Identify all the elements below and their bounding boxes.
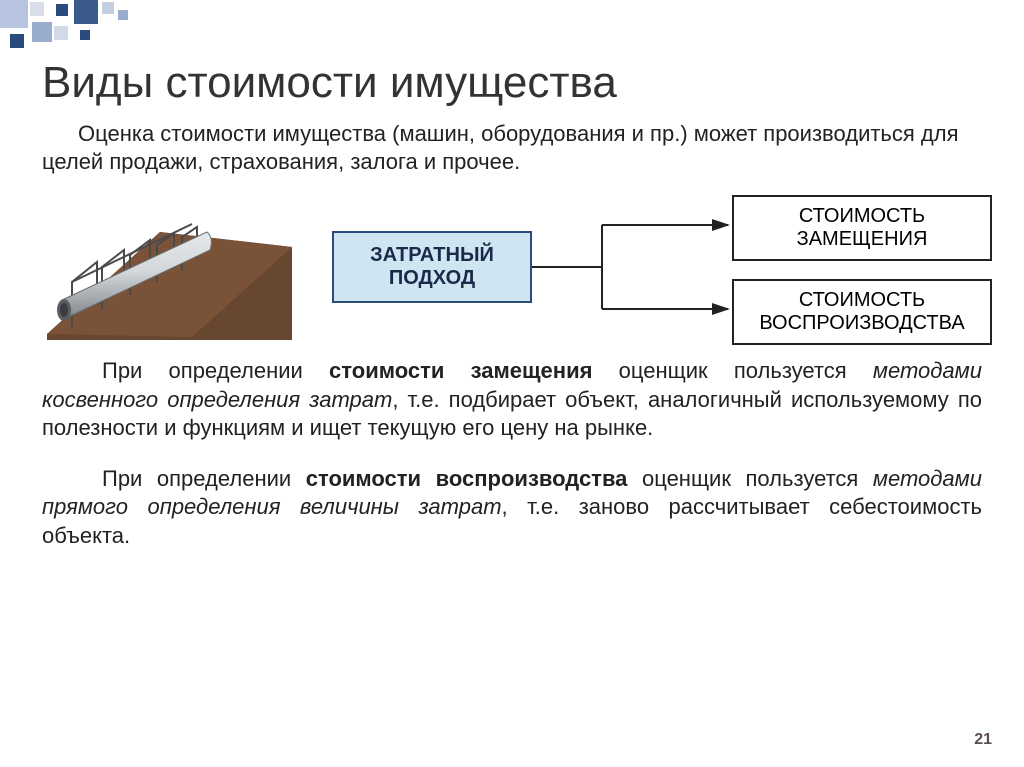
decor-square [80,30,90,40]
page-number: 21 [974,731,992,749]
p2-bold: стоимости воспроизводства [306,466,628,491]
decor-square [10,34,24,48]
p1-text2: оценщик пользуется [592,358,872,383]
intro-paragraph: Оценка стоимости имущества (машин, обору… [42,120,982,175]
decor-square [56,4,68,16]
decor-square [32,22,52,42]
approach-box: ЗАТРАТНЫЙ ПОДХОД [332,231,532,303]
paragraph-replacement: При определении стоимости замещения оцен… [42,357,982,443]
diagram: ЗАТРАТНЫЙ ПОДХОД СТОИМОСТЬ ЗАМЕЩЕНИЯ СТО… [42,187,982,347]
p2-text: При определении [102,466,306,491]
decor-square [74,0,98,24]
paragraph-reproduction: При определении стоимости воспроизводств… [42,465,982,551]
corner-decoration [0,0,200,60]
box-reproduction-cost: СТОИМОСТЬ ВОСПРОИЗВОДСТВА [732,279,992,345]
decor-square [30,2,44,16]
diagram-connectors [532,187,742,347]
p1-bold: стоимости замещения [329,358,592,383]
box-replacement-cost: СТОИМОСТЬ ЗАМЕЩЕНИЯ [732,195,992,261]
slide-body: Виды стоимости имущества Оценка стоимост… [0,0,1024,593]
decor-square [118,10,128,20]
p2-text2: оценщик пользуется [627,466,872,491]
slide-title: Виды стоимости имущества [42,58,982,108]
decor-square [0,0,28,28]
p1-text: При определении [102,358,329,383]
approach-box-label: ЗАТРАТНЫЙ ПОДХОД [334,244,530,290]
output-boxes: СТОИМОСТЬ ЗАМЕЩЕНИЯ СТОИМОСТЬ ВОСПРОИЗВО… [732,195,992,345]
decor-square [102,2,114,14]
pipeline-illustration [42,192,292,342]
decor-square [54,26,68,40]
